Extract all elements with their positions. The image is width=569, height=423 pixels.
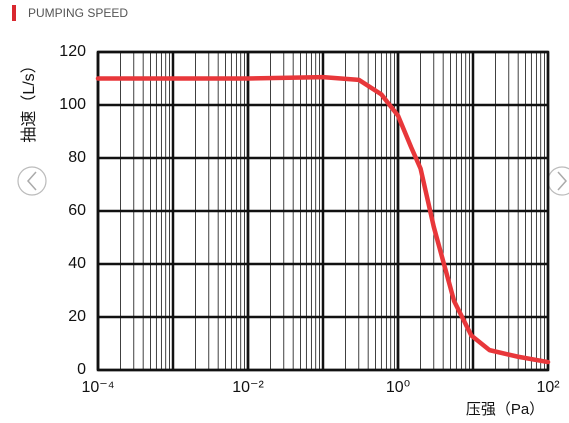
y-tick-label: 100 xyxy=(59,96,86,113)
prev-circle[interactable] xyxy=(17,166,47,196)
next-button[interactable] xyxy=(547,166,569,196)
header-marker xyxy=(12,5,16,21)
y-tick-label: 40 xyxy=(68,255,86,272)
header-title: PUMPING SPEED xyxy=(28,6,128,20)
prev-chevron[interactable] xyxy=(26,171,37,191)
y-tick-label: 80 xyxy=(68,149,86,166)
x-tick-label: 10⁻⁴ xyxy=(81,379,114,396)
y-tick-label: 60 xyxy=(68,202,86,219)
plot-frame xyxy=(96,50,550,372)
prev-button[interactable] xyxy=(17,166,47,196)
y-tick-label: 20 xyxy=(68,308,86,325)
y-tick-label: 0 xyxy=(77,361,86,378)
x-tick-label: 10⁰ xyxy=(386,379,410,396)
y-axis-label: 抽速（L/s） xyxy=(20,57,38,142)
next-chevron[interactable] xyxy=(557,171,568,191)
x-tick-label: 10⁻² xyxy=(232,379,264,396)
y-tick-label: 120 xyxy=(59,43,86,60)
series-line xyxy=(95,74,551,365)
x-tick-label: 10² xyxy=(536,379,560,396)
x-axis-label: 压强（Pa） xyxy=(466,401,544,418)
